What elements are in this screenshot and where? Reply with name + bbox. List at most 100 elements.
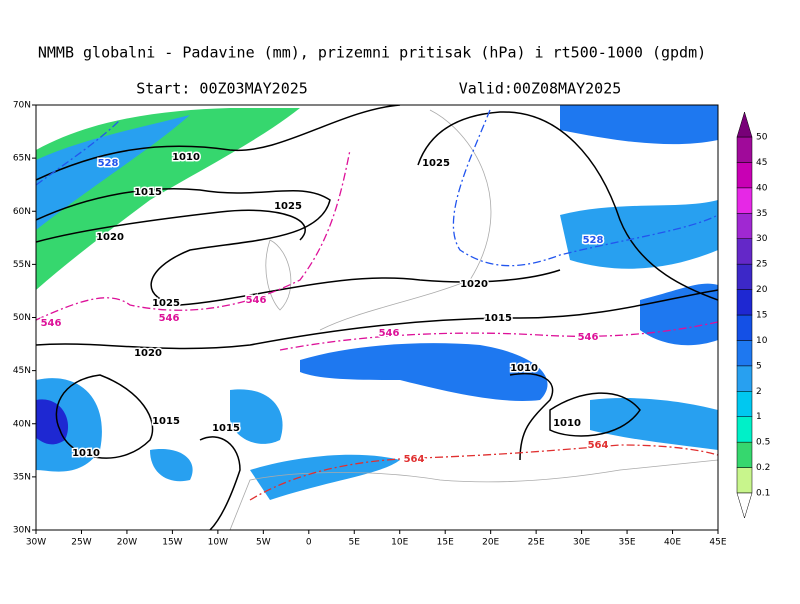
isobar-label: 1025 <box>152 298 180 309</box>
lat-label: 70N <box>13 101 31 111</box>
isobar <box>549 392 641 437</box>
legend-label: 0.5 <box>756 438 770 448</box>
isobar <box>36 188 561 306</box>
precip <box>250 454 400 500</box>
legend-label: 30 <box>756 234 768 244</box>
precip <box>36 115 190 230</box>
lon-label: 20W <box>117 538 137 548</box>
thickness-label: 546 <box>578 332 599 343</box>
lon-label: 15E <box>437 538 454 548</box>
precip <box>640 283 718 346</box>
isobar <box>36 209 306 243</box>
legend-swatch <box>736 314 753 341</box>
legend-label: 45 <box>756 158 767 168</box>
legend-swatch <box>736 467 753 494</box>
lon-label: 30W <box>26 538 46 548</box>
legend-swatch <box>736 391 753 417</box>
start-time: Start: 00Z03MAY2025 <box>136 80 308 98</box>
legend-label: 0.2 <box>756 463 770 473</box>
legend-label: 5 <box>756 361 762 371</box>
legend-swatch <box>736 340 753 367</box>
isobar <box>199 436 241 530</box>
isobar-label: 1015 <box>484 313 512 324</box>
legend-swatch <box>736 136 753 163</box>
isobar <box>36 105 401 181</box>
isobar <box>509 373 554 461</box>
legend-swatch <box>736 289 753 316</box>
legend-label: 15 <box>756 311 767 321</box>
thickness-label: 546 <box>246 295 267 306</box>
isobar <box>417 111 718 301</box>
legend-label: 35 <box>756 209 767 219</box>
lat-label: 30N <box>13 526 31 536</box>
lon-label: 40E <box>664 538 681 548</box>
isobar-label: 1025 <box>422 158 450 169</box>
legend-label: 0.1 <box>756 489 770 499</box>
thickness-line <box>279 321 718 351</box>
precip <box>36 399 69 445</box>
isobar-label: 1020 <box>134 348 162 359</box>
lon-label: 30E <box>573 538 590 548</box>
map-area <box>35 104 719 531</box>
isobar-label: 1010 <box>553 418 581 429</box>
legend-top-arrow <box>736 111 753 138</box>
lon-label: 25W <box>71 538 91 548</box>
legend-swatch <box>736 187 753 214</box>
legend-label: 50 <box>756 133 768 143</box>
lon-label: 25E <box>528 538 545 548</box>
precip <box>230 389 283 444</box>
legend-swatch <box>736 213 753 239</box>
lon-label: 45E <box>709 538 726 548</box>
legend-swatch <box>736 441 753 468</box>
isobar-label: 1025 <box>274 201 302 212</box>
thickness-line <box>36 149 351 321</box>
precip <box>300 343 548 401</box>
lon-label: 10E <box>391 538 408 548</box>
lon-label: 20E <box>482 538 499 548</box>
isobar-label: 1010 <box>72 448 100 459</box>
lat-label: 35N <box>13 472 31 482</box>
legend-swatch <box>736 162 753 189</box>
precip <box>590 398 718 450</box>
isobar-label: 1015 <box>212 423 240 434</box>
legend-label: 1 <box>756 412 762 422</box>
lat-label: 65N <box>13 154 31 164</box>
lon-label: 15W <box>162 538 182 548</box>
legend-label: 25 <box>756 260 767 270</box>
thickness-line <box>36 119 121 186</box>
legend-label: 40 <box>756 183 768 193</box>
legend-swatch <box>736 238 753 265</box>
thickness-label: 546 <box>41 318 62 329</box>
precip <box>150 449 193 482</box>
lat-label: 55N <box>13 260 31 270</box>
isobar-label: 1010 <box>172 152 200 163</box>
lat-label: 45N <box>13 366 31 376</box>
precip <box>560 105 718 145</box>
valid-time: Valid:00Z08MAY2025 <box>459 80 622 98</box>
isobar <box>36 289 718 350</box>
coastline <box>265 239 292 311</box>
thickness-label: 546 <box>159 313 180 324</box>
lat-label: 60N <box>13 207 31 217</box>
lon-label: 35E <box>618 538 635 548</box>
thickness-label: 564 <box>588 440 609 451</box>
coastline <box>319 109 492 331</box>
title: NMMB globalni - Padavine (mm), prizemni … <box>38 44 706 62</box>
isobar-label: 1020 <box>460 279 488 290</box>
thickness-label: 564 <box>404 454 425 465</box>
legend-bottom-arrow <box>736 492 753 519</box>
isobar-label: 1010 <box>510 363 538 374</box>
lat-label: 40N <box>13 419 31 429</box>
thickness-line <box>452 109 718 267</box>
lon-label: 5E <box>349 538 361 548</box>
legend-swatch <box>736 365 753 392</box>
thickness-label: 528 <box>98 158 119 169</box>
legend-label: 2 <box>756 387 762 397</box>
legend-label: 10 <box>756 336 768 346</box>
thickness-label: 528 <box>583 235 604 246</box>
isobar <box>55 374 154 459</box>
isobar-label: 1015 <box>152 416 180 427</box>
lat-label: 50N <box>13 313 31 323</box>
precip <box>36 378 102 472</box>
